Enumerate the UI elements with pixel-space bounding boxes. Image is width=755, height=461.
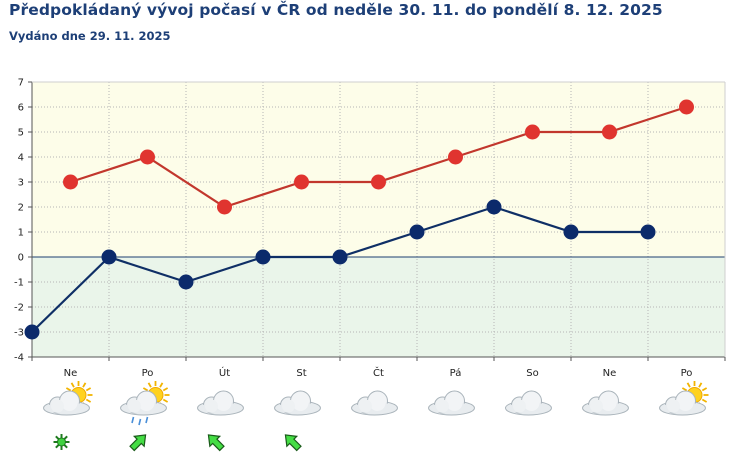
max-temp-point xyxy=(525,124,540,140)
wind-southwest-icon xyxy=(129,434,147,452)
wind-southeast-icon xyxy=(284,434,302,452)
x-day-label: Út xyxy=(219,366,230,379)
x-day-label: So xyxy=(526,368,538,379)
cloudy-icon xyxy=(582,390,629,416)
partly-cloudy-rain-icon xyxy=(120,381,170,426)
x-day-label: Ne xyxy=(64,368,78,379)
max-temp-point xyxy=(294,174,309,190)
min-temp-point xyxy=(255,249,271,265)
plot-bg-above-zero xyxy=(32,82,725,257)
min-temp-point xyxy=(486,199,502,215)
cloudy-icon xyxy=(351,390,398,416)
cloudy-icon xyxy=(274,390,321,416)
min-temp-point xyxy=(563,224,579,240)
cloudy-icon xyxy=(505,390,552,416)
calm-wind-icon xyxy=(53,434,70,450)
max-temp-point xyxy=(63,174,78,190)
min-temp-point xyxy=(24,324,40,340)
min-temp-point xyxy=(101,249,117,265)
y-tick-label: -1 xyxy=(14,278,24,289)
y-tick-label: 5 xyxy=(18,128,24,139)
y-tick-label: 0 xyxy=(18,253,24,264)
wind-southeast-icon xyxy=(207,434,225,452)
min-temp-point xyxy=(332,249,348,265)
y-tick-label: 2 xyxy=(18,203,24,214)
max-temp-point xyxy=(448,149,463,165)
y-tick-label: 1 xyxy=(18,228,24,239)
plot-bg-below-zero xyxy=(32,257,725,357)
min-temp-point xyxy=(409,224,425,240)
y-tick-label: 3 xyxy=(18,178,24,189)
y-tick-label: -3 xyxy=(14,328,24,339)
max-temp-point xyxy=(602,124,617,140)
page-title: Předpokládaný vývoj počasí v ČR od neděl… xyxy=(9,1,663,19)
issue-date: Vydáno dne 29. 11. 2025 xyxy=(9,29,171,43)
y-tick-label: 4 xyxy=(18,153,24,164)
max-temp-point xyxy=(217,199,232,215)
max-temp-point xyxy=(371,174,386,190)
max-temp-point xyxy=(140,149,155,165)
x-day-label: St xyxy=(296,368,306,379)
x-day-label: Čt xyxy=(373,366,384,379)
min-temp-point xyxy=(640,224,656,240)
x-day-label: Po xyxy=(142,368,154,379)
y-tick-label: 6 xyxy=(18,103,24,114)
partly-cloudy-icon xyxy=(659,381,709,416)
cloudy-icon xyxy=(197,390,244,416)
y-tick-label: -2 xyxy=(14,303,24,314)
min-temp-point xyxy=(178,274,194,290)
partly-cloudy-icon xyxy=(43,381,93,416)
max-temp-point xyxy=(679,99,694,115)
y-tick-label: 7 xyxy=(18,78,24,89)
cloudy-icon xyxy=(428,390,475,416)
y-tick-label: -4 xyxy=(14,353,24,364)
x-day-label: Po xyxy=(681,368,693,379)
x-day-label: Ne xyxy=(603,368,617,379)
x-day-label: Pá xyxy=(450,367,462,379)
